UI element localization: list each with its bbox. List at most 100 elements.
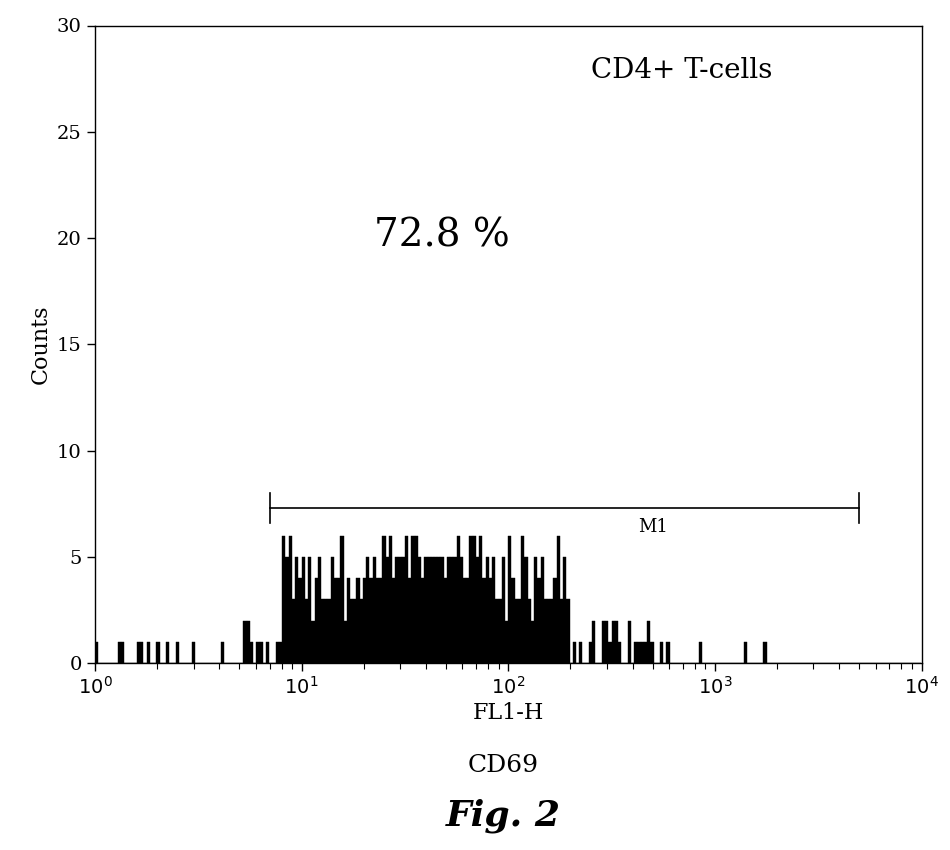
Bar	[635, 642, 637, 663]
Bar	[402, 557, 405, 663]
Bar	[312, 620, 314, 663]
Bar	[557, 536, 560, 663]
Bar	[463, 578, 466, 663]
Bar	[243, 620, 247, 663]
Bar	[444, 578, 446, 663]
Text: Fig. 2: Fig. 2	[446, 799, 561, 833]
Bar	[353, 599, 356, 663]
Bar	[667, 642, 670, 663]
Bar	[382, 536, 386, 663]
Bar	[608, 642, 612, 663]
Bar	[495, 599, 499, 663]
Bar	[489, 578, 492, 663]
Bar	[434, 557, 437, 663]
Bar	[615, 620, 618, 663]
Bar	[469, 536, 473, 663]
Bar	[541, 557, 543, 663]
Bar	[328, 599, 331, 663]
Bar	[554, 578, 557, 663]
Bar	[366, 557, 370, 663]
Bar	[531, 620, 534, 663]
Bar	[592, 620, 596, 663]
Bar	[392, 578, 395, 663]
Bar	[580, 642, 582, 663]
Bar	[515, 599, 518, 663]
Text: CD69: CD69	[468, 753, 539, 777]
Bar	[441, 557, 444, 663]
Bar	[547, 599, 550, 663]
Bar	[356, 578, 360, 663]
Bar	[524, 557, 527, 663]
Bar	[276, 642, 279, 663]
Bar	[121, 642, 124, 663]
Bar	[395, 557, 398, 663]
Bar	[511, 578, 515, 663]
Bar	[508, 536, 511, 663]
Bar	[259, 642, 263, 663]
Bar	[146, 642, 150, 663]
Bar	[363, 578, 366, 663]
Bar	[492, 557, 495, 663]
Bar	[256, 642, 259, 663]
Bar	[527, 599, 531, 663]
Bar	[460, 557, 463, 663]
Bar	[543, 599, 547, 663]
Bar	[333, 578, 337, 663]
Bar	[457, 536, 460, 663]
Bar	[502, 557, 505, 663]
Bar	[647, 620, 651, 663]
Bar	[421, 578, 425, 663]
Bar	[744, 642, 747, 663]
Bar	[247, 620, 250, 663]
Bar	[473, 536, 476, 663]
Bar	[450, 557, 453, 663]
Bar	[166, 642, 169, 663]
Bar	[347, 578, 350, 663]
Bar	[118, 642, 121, 663]
X-axis label: FL1-H: FL1-H	[472, 702, 544, 724]
Bar	[485, 557, 489, 663]
Bar	[628, 620, 631, 663]
Bar	[499, 599, 502, 663]
Bar	[279, 642, 282, 663]
Bar	[483, 578, 485, 663]
Bar	[250, 642, 254, 663]
Bar	[425, 557, 428, 663]
Bar	[408, 578, 411, 663]
Bar	[763, 642, 767, 663]
Bar	[285, 557, 289, 663]
Bar	[573, 642, 576, 663]
Bar	[618, 642, 621, 663]
Bar	[376, 578, 379, 663]
Bar	[446, 557, 450, 663]
Bar	[321, 599, 324, 663]
Bar	[405, 536, 408, 663]
Bar	[522, 536, 524, 663]
Bar	[418, 557, 421, 663]
Bar	[331, 557, 333, 663]
Bar	[430, 557, 434, 663]
Text: CD4+ T-cells: CD4+ T-cells	[591, 58, 772, 84]
Bar	[337, 578, 340, 663]
Bar	[141, 642, 143, 663]
Bar	[324, 599, 328, 663]
Text: 72.8 %: 72.8 %	[374, 218, 510, 254]
Bar	[602, 620, 605, 663]
Bar	[137, 642, 141, 663]
Bar	[437, 557, 441, 663]
Bar	[453, 557, 457, 663]
Bar	[612, 620, 615, 663]
Bar	[192, 642, 195, 663]
Bar	[370, 578, 372, 663]
Bar	[505, 620, 508, 663]
Bar	[221, 642, 224, 663]
Bar	[414, 536, 418, 663]
Bar	[157, 642, 160, 663]
Bar	[344, 620, 347, 663]
Bar	[372, 557, 376, 663]
Bar	[518, 599, 522, 663]
Bar	[589, 642, 592, 663]
Bar	[350, 599, 353, 663]
Bar	[308, 557, 312, 663]
Bar	[566, 599, 570, 663]
